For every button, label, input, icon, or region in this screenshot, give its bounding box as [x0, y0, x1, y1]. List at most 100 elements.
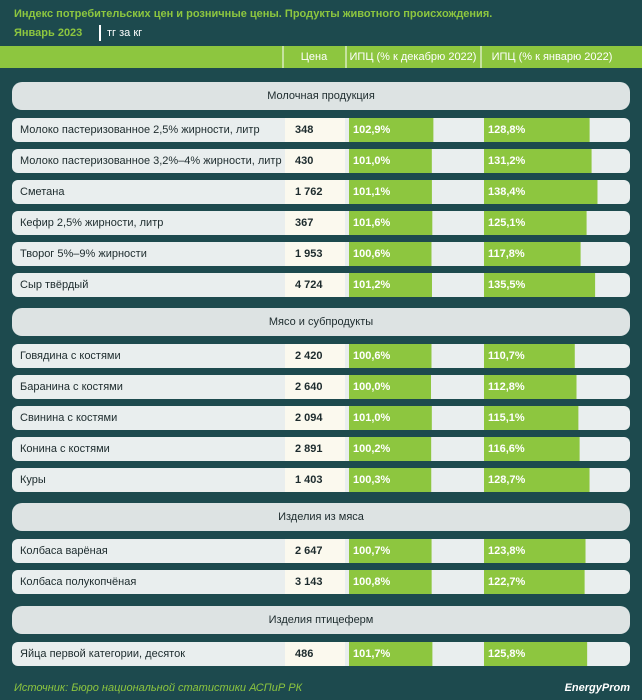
price: 348 [295, 124, 313, 136]
price-cell [285, 211, 345, 235]
cpi-bar [484, 242, 581, 266]
price: 486 [295, 648, 313, 660]
cpi-label: 115,1% [488, 412, 525, 424]
cpi-label: 128,7% [488, 474, 526, 486]
cpi-bar [349, 180, 432, 204]
row-name: Говядина с костями [20, 350, 121, 362]
cpi-label: 101,0% [353, 412, 391, 424]
period: Январь 2023 [14, 27, 82, 39]
separator [99, 25, 101, 41]
cpi-bar [349, 437, 432, 461]
row-name: Сметана [20, 186, 65, 198]
cpi-bar [349, 211, 433, 235]
section-title: Изделия из мяса [278, 511, 365, 523]
cpi-label: 102,9% [353, 124, 391, 136]
row-name: Творог 5%–9% жирности [20, 248, 147, 260]
cpi-bar [349, 149, 432, 173]
row-name: Молоко пастеризованное 2,5% жирности, ли… [20, 124, 260, 136]
section-title: Мясо и субпродукты [269, 316, 373, 328]
cpi-label: 101,6% [353, 217, 391, 229]
cpi-bar [484, 539, 586, 563]
cpi-bar [349, 570, 432, 594]
price: 2 094 [295, 412, 323, 424]
row-name: Яйца первой категории, десяток [20, 648, 185, 660]
cpi-bar [484, 642, 588, 666]
row-name: Молоко пастеризованное 3,2%–4% жирности,… [20, 155, 282, 167]
cpi-bar [484, 273, 596, 297]
cpi-bar [349, 375, 431, 399]
cpi-label: 135,5% [488, 279, 526, 291]
cpi-bar [349, 406, 432, 430]
cpi-label: 138,4% [488, 186, 526, 198]
cpi-bar [484, 375, 577, 399]
cpi-label: 125,8% [488, 648, 526, 660]
price-cell [285, 149, 345, 173]
cpi-label: 101,1% [353, 186, 391, 198]
cpi-label: 100,2% [353, 443, 391, 455]
price: 2 891 [295, 443, 323, 455]
price-cell [285, 642, 345, 666]
row-name: Колбаса полукопчёная [20, 576, 136, 588]
price-cell [285, 570, 345, 594]
cpi-label: 122,7% [488, 576, 526, 588]
cpi-bar [349, 344, 432, 368]
price: 2 420 [295, 350, 323, 362]
cpi-label: 131,2% [488, 155, 526, 167]
cpi-label: 100,6% [353, 350, 391, 362]
row-name: Сыр твёрдый [20, 279, 88, 291]
section-band [12, 606, 630, 634]
cpi-label: 100,7% [353, 545, 391, 557]
section-title: Молочная продукция [267, 90, 375, 102]
cpi-label: 100,6% [353, 248, 391, 260]
row-name: Кефир 2,5% жирности, литр [20, 217, 163, 229]
cpi-label: 112,8% [488, 381, 525, 393]
cpi-bar [349, 273, 432, 297]
price-cell [285, 539, 345, 563]
unit: тг за кг [107, 27, 142, 39]
price-cell [285, 468, 345, 492]
cpi-label: 125,1% [488, 217, 526, 229]
row-name: Свинина с костями [20, 412, 117, 424]
cpi-label: 101,0% [353, 155, 391, 167]
cpi-bar [349, 539, 432, 563]
cpi-bar [484, 344, 575, 368]
cpi-label: 100,3% [353, 474, 391, 486]
section-band [12, 82, 630, 110]
price-cell [285, 118, 345, 142]
price-cell [285, 180, 345, 204]
cpi-bar [349, 468, 432, 492]
cpi-bar [484, 468, 590, 492]
price: 1 762 [295, 186, 323, 198]
cpi-label: 100,8% [353, 576, 391, 588]
price-cell [285, 437, 345, 461]
price-cell [285, 344, 345, 368]
cpi-bar [484, 211, 587, 235]
cpi-bar [484, 180, 598, 204]
source: Источник: Бюро национальной статистики А… [14, 682, 303, 694]
cpi-bar [484, 406, 579, 430]
price: 1 953 [295, 248, 323, 260]
price: 2 640 [295, 381, 323, 393]
cpi-label: 116,6% [488, 443, 525, 455]
cpi-bar [484, 437, 580, 461]
price-cell [285, 406, 345, 430]
cpi-label: 123,8% [488, 545, 526, 557]
price: 3 143 [295, 576, 323, 588]
cpi-label: 101,7% [353, 648, 391, 660]
price: 1 403 [295, 474, 323, 486]
cpi-bar [484, 149, 592, 173]
column-header: Цена [301, 51, 328, 63]
section-title: Изделия птицеферм [269, 614, 374, 626]
cpi-bar [349, 118, 434, 142]
title: Индекс потребительских цен и розничные ц… [14, 8, 492, 20]
row-name: Конина с костями [20, 443, 110, 455]
cpi-bar [484, 570, 585, 594]
section-band [12, 308, 630, 336]
column-header: ИПЦ (% к декабрю 2022) [350, 51, 477, 63]
price: 430 [295, 155, 313, 167]
price: 4 724 [295, 279, 323, 291]
cpi-label: 117,8% [488, 248, 525, 260]
price: 367 [295, 217, 313, 229]
price-cell [285, 242, 345, 266]
